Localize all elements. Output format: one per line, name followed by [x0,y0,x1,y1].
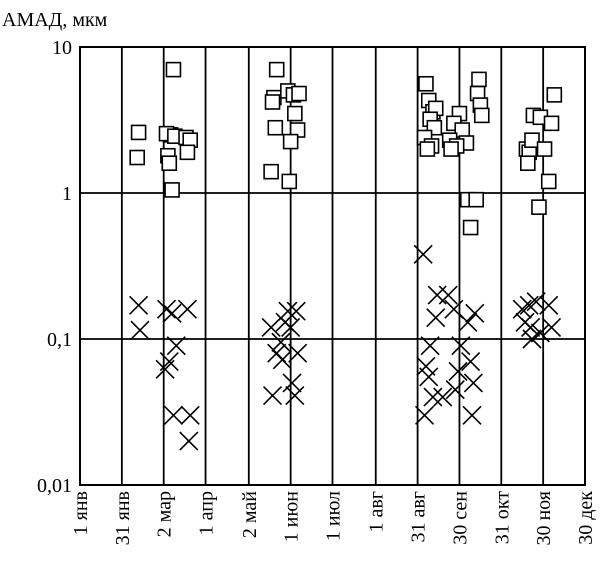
x-point [179,431,199,451]
square-point [418,75,434,92]
x-point [463,373,483,393]
square-point [543,115,560,132]
square-point [443,141,459,157]
x-tick-labels: 1 янв 31 янв 2 мар 1 апр 2 май 1 июн 1 июл 1 ав… [70,491,597,546]
square-point [267,119,284,136]
x-tick-label: 30 сен [449,491,471,545]
square-point [473,107,490,124]
x-point [519,295,539,315]
x-point [461,352,481,372]
x-point [458,312,478,332]
x-point [438,285,458,305]
x-tick-label: 1 июн [281,491,303,543]
x-point [177,299,197,319]
square-point [419,141,436,157]
x-point [462,405,482,425]
x-point [512,299,532,319]
x-point [539,295,559,315]
x-point [420,336,440,356]
square-point [281,173,298,190]
square-point [164,182,180,198]
x-tick-label: 2 май [239,491,261,538]
x-point [522,329,542,349]
x-point [426,308,446,328]
square-point [264,94,281,110]
x-point [286,301,306,321]
x-point [278,301,298,321]
x-point [427,285,447,305]
x-tick-label: 31 окт [491,491,513,544]
x-point [155,359,175,379]
x-point [285,385,305,406]
square-point [540,173,557,190]
x-point [433,387,453,407]
x-point [526,292,546,312]
square-point [282,133,299,150]
square-point [462,219,479,236]
x-point [415,405,435,425]
square-point [471,71,487,88]
x-point [541,317,562,338]
square-point [524,132,540,148]
x-point [465,303,485,323]
x-point [156,299,177,319]
x-point [419,367,439,387]
x-tick-label: 1 янв [70,491,92,535]
x-point [262,385,283,406]
square-point [130,124,147,141]
y-tick-label: 0,1 [47,329,72,351]
x-point [271,332,291,352]
square-point [263,163,279,180]
x-point [180,405,200,425]
x-point [163,405,184,425]
x-point [451,336,471,356]
x-point [261,317,281,338]
x-point [162,303,182,323]
x-point [166,336,186,356]
x-tick-label: 1 апр [196,491,218,535]
x-point [445,380,465,400]
y-tick-labels: 10 1 0,1 0,01 [37,37,72,497]
x-tick-label: 31 янв [112,491,134,545]
square-point [179,144,196,161]
x-point [448,361,468,381]
square-point [268,61,285,78]
square-point [531,199,547,215]
square-point [536,141,553,157]
square-point [520,155,536,171]
y-tick-label: 1 [62,183,72,205]
x-tick-label: 2 мар [154,491,176,537]
x-point [530,323,550,343]
x-point [130,320,150,340]
x-point [281,317,301,338]
x-tick-label: 31 авг [408,491,430,543]
x-point [272,350,292,370]
grid [80,47,585,485]
x-point [129,295,149,315]
x-point [282,373,302,393]
square-point [546,87,563,103]
x-point [515,312,535,332]
square-point [129,149,145,166]
y-axis-label: АМАД, мкм [2,9,108,31]
y-tick-label: 0,01 [37,475,72,497]
x-point [416,356,436,376]
square-point [287,105,303,122]
square-point [165,61,182,78]
x-tick-label: 1 авг [366,491,388,533]
x-point [413,244,433,264]
y-tick-label: 10 [52,37,72,59]
x-tick-label: 30 ноя [533,491,555,546]
square-point [291,85,307,102]
x-point [288,343,308,363]
square-point [468,191,484,208]
data-points [129,61,563,451]
square-point [161,155,178,171]
x-point [423,387,443,407]
x-tick-label: 1 июл [323,491,345,541]
x-tick-label: 30 дек [575,491,597,545]
